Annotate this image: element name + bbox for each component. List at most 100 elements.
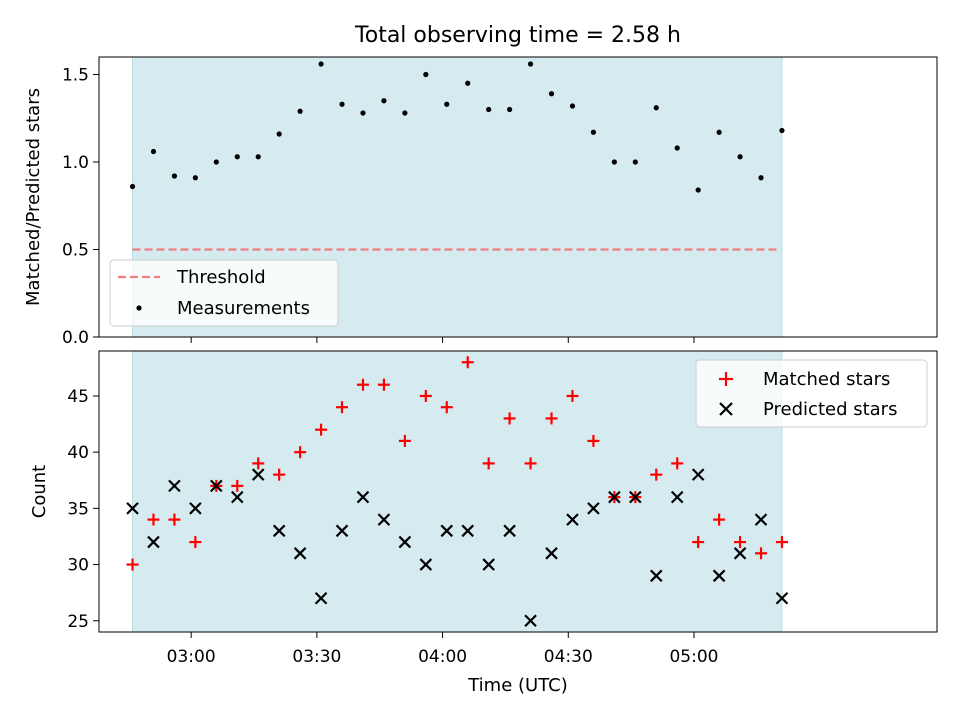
matched-star-point (440, 401, 453, 414)
matched-star-point (650, 468, 663, 481)
matched-star-point (587, 434, 600, 447)
x-axis-label: Time (UTC) (467, 675, 568, 696)
matched-star-point (671, 457, 684, 470)
matched-star-point (252, 457, 265, 470)
legend-measurements-swatch (136, 305, 142, 311)
matched-star-point (775, 536, 788, 549)
predicted-star-point (189, 502, 202, 515)
measurement-point (276, 131, 282, 137)
matched-star-point (482, 457, 495, 470)
matched-star-point (147, 513, 160, 526)
predicted-star-point (210, 479, 223, 493)
legend-threshold-label: Threshold (176, 267, 266, 288)
measurement-point (611, 159, 617, 165)
measurement-point (590, 129, 597, 135)
predicted-star-point (649, 569, 663, 583)
predicted-star-point (691, 468, 705, 481)
predicted-star-point (335, 524, 349, 538)
matched-star-point (377, 378, 390, 391)
matched-star-point (294, 446, 307, 459)
bottom-ytick-label: 35 (67, 499, 89, 519)
predicted-star-point (419, 558, 433, 571)
top-ytick-label: 1.0 (62, 153, 89, 173)
measurement-point (632, 159, 638, 165)
predicted-star-point (440, 524, 454, 538)
predicted-star-point (566, 513, 579, 526)
measurement-point (486, 106, 492, 113)
matched-star-point (315, 423, 328, 436)
matched-star-point (231, 479, 244, 492)
matched-star-point (356, 378, 369, 391)
predicted-star-point (398, 535, 412, 549)
predicted-star-point (712, 569, 726, 583)
matched-star-point (566, 389, 579, 402)
top-y-ticks: 0.0 0.5 1.0 1.5 (62, 66, 99, 348)
predicted-star-point (377, 513, 391, 526)
predicted-star-point (482, 558, 495, 571)
predicted-star-point (251, 468, 265, 481)
measurement-point (360, 110, 366, 116)
measurement-point (527, 61, 534, 67)
matched-star-point (713, 513, 726, 526)
predicted-star-point (126, 502, 139, 515)
matched-star-point (524, 457, 537, 470)
count-points (126, 356, 789, 628)
predicted-star-point (670, 490, 684, 504)
measurement-point (381, 98, 387, 104)
bottom-axes-frame (98, 350, 938, 633)
matched-star-point (503, 412, 516, 425)
bottom-legend: Matched stars Predicted stars (695, 359, 928, 428)
predicted-star-point (293, 547, 307, 560)
measurement-point (171, 173, 178, 179)
predicted-star-point (147, 535, 160, 549)
measurement-point (255, 154, 261, 160)
bottom-observing-band (132, 350, 783, 633)
bottom-legend-box (695, 359, 928, 428)
matched-star-point (419, 389, 432, 402)
matched-star-point (189, 536, 202, 549)
predicted-star-point (461, 524, 474, 538)
top-ytick-label: 0.5 (62, 241, 89, 261)
predicted-star-point (608, 490, 621, 504)
predicted-star-point (503, 524, 516, 538)
top-y-axis-label: Matched/Predicted stars (23, 88, 44, 306)
xtick-label: 05:00 (669, 647, 718, 667)
measurement-point (423, 71, 429, 78)
predicted-star-point (230, 490, 244, 504)
measurement-point (758, 175, 764, 181)
measurement-point (507, 106, 513, 113)
top-legend: Threshold Measurements (109, 259, 339, 327)
top-ytick-label: 1.5 (62, 66, 89, 86)
predicted-star-point (356, 490, 370, 504)
predicted-star-point (629, 490, 642, 504)
matched-star-point (336, 401, 349, 414)
measurement-point (129, 183, 136, 190)
measurement-point (339, 101, 345, 107)
matched-star-point (545, 412, 558, 425)
xtick-label: 04:30 (544, 647, 593, 667)
legend-matched-swatch (719, 372, 733, 386)
matched-star-point (755, 547, 768, 560)
matched-star-point (461, 356, 474, 369)
top-axes-frame (98, 56, 938, 338)
measurement-point (779, 127, 785, 134)
legend-predicted-label: Predicted stars (763, 399, 897, 420)
measurement-point (402, 110, 408, 116)
top-ytick-label: 0.0 (62, 328, 89, 348)
measurement-point (192, 175, 198, 181)
matched-star-point (734, 536, 747, 549)
bottom-y-axis-label: Count (29, 465, 50, 518)
predicted-star-point (754, 513, 768, 526)
figure-title: Total observing time = 2.58 h (354, 23, 681, 48)
measurement-point (465, 80, 471, 86)
predicted-star-point (775, 592, 789, 605)
matched-star-point (692, 536, 705, 549)
legend-predicted-swatch (719, 402, 733, 416)
top-legend-box (109, 259, 339, 327)
measurement-point (716, 129, 722, 135)
predicted-star-point (272, 524, 286, 538)
measurement-point (444, 101, 450, 107)
matched-star-point (168, 513, 181, 526)
measurement-point (548, 91, 555, 97)
